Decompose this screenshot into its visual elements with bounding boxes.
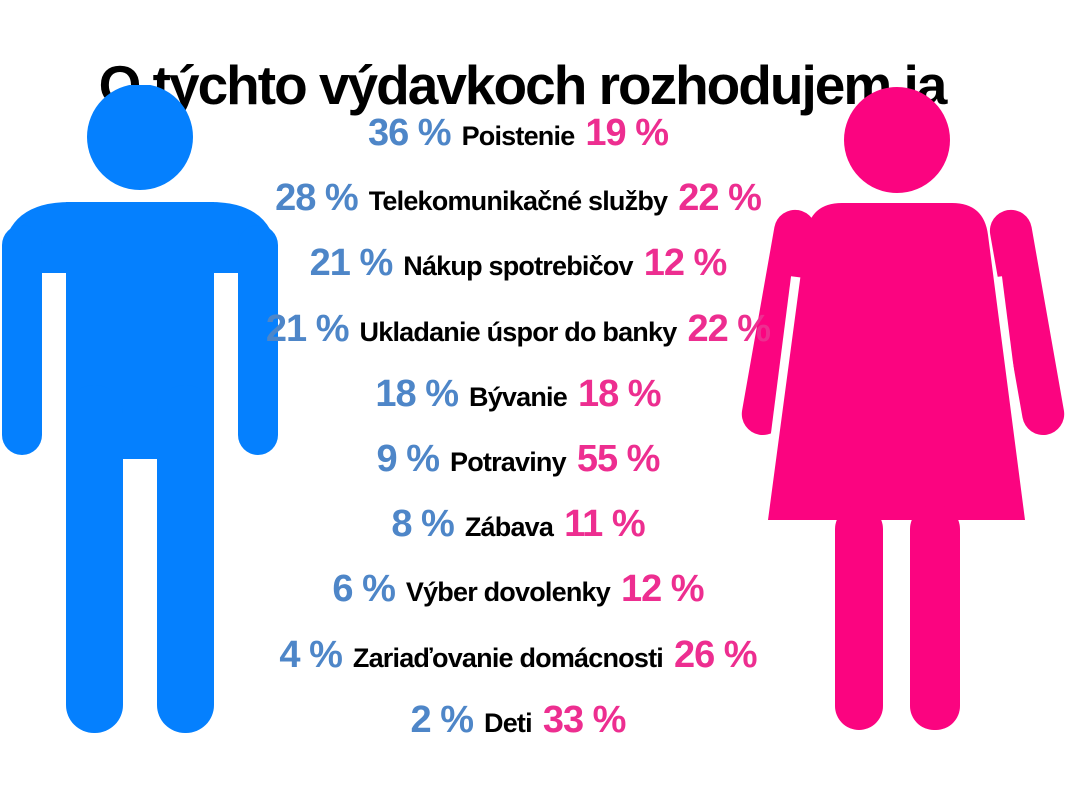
expense-label: Nákup spotrebičov [403,251,633,282]
expense-row-deti: 2 % Deti 33 % [188,684,848,749]
woman-icon-arms [741,209,1065,436]
expense-row-potraviny: 9 % Potraviny 55 % [188,423,848,488]
expense-label: Telekomunikačné služby [368,186,668,217]
expense-row-vyber-dovolenky: 6 % Výber dovolenky 12 % [188,553,848,618]
men-percentage: 6 % [332,568,395,611]
man-icon-shapes [2,85,278,733]
men-percentage: 2 % [410,698,474,741]
expense-label: Poistenie [461,121,576,151]
men-percentage: 28 % [275,177,359,220]
right-arm-gap [990,276,1034,528]
expense-label: Ukladanie úspor do banky [359,316,678,347]
women-percentage: 12 % [643,242,728,285]
expense-label: Deti [484,707,533,738]
woman-icon [741,87,1065,730]
expense-row-poistenie: 36 % Poistenie 19 % [188,97,848,162]
women-percentage: 26 % [673,633,758,676]
women-percentage: 18 % [577,372,662,415]
men-percentage: 21 % [309,242,394,285]
expense-row-nakup-spotrebicov: 21 % Nákup spotrebičov 12 % [188,227,848,292]
women-percentage: 55 % [576,437,661,480]
women-percentage: 22 % [687,307,771,350]
expense-row-ukladanie-uspor: 21 % Ukladanie úspor do banky 22 % [188,293,848,358]
women-percentage: 11 % [564,503,646,546]
men-percentage: 18 % [375,372,459,415]
women-percentage: 12 % [620,568,705,611]
expense-row-zariadovanie-domacnosti: 4 % Zariaďovanie domácnosti 26 % [188,619,848,684]
expense-label: Výber dovolenky [405,577,611,608]
women-percentage: 19 % [585,112,669,154]
man-icon [2,85,278,733]
expense-label: Bývanie [469,381,568,412]
page-title: O týchto výdavkoch rozhodujem ja [98,53,948,116]
men-percentage: 36 % [367,112,452,154]
expense-label: Zariaďovanie domácnosti [352,642,664,673]
expense-label: Potraviny [450,446,567,477]
expense-row-zabava: 8 % Zábava 11 % [188,488,848,553]
men-percentage: 4 % [279,633,342,676]
expense-label: Zábava [464,512,554,543]
men-percentage: 21 % [265,307,350,350]
expense-row-byvanie: 18 % Bývanie 18 % [188,358,848,423]
expense-row-telekomunikacne-sluzby: 28 % Telekomunikačné služby 22 % [188,162,848,227]
left-arm-gap [759,276,803,528]
women-percentage: 33 % [542,698,627,741]
woman-icon-body [768,87,1025,730]
expense-list: 36 % Poistenie 19 % 28 % Telekomunikačné… [188,97,848,749]
men-percentage: 8 % [391,503,454,546]
men-percentage: 9 % [376,437,440,480]
women-percentage: 22 % [678,177,762,220]
